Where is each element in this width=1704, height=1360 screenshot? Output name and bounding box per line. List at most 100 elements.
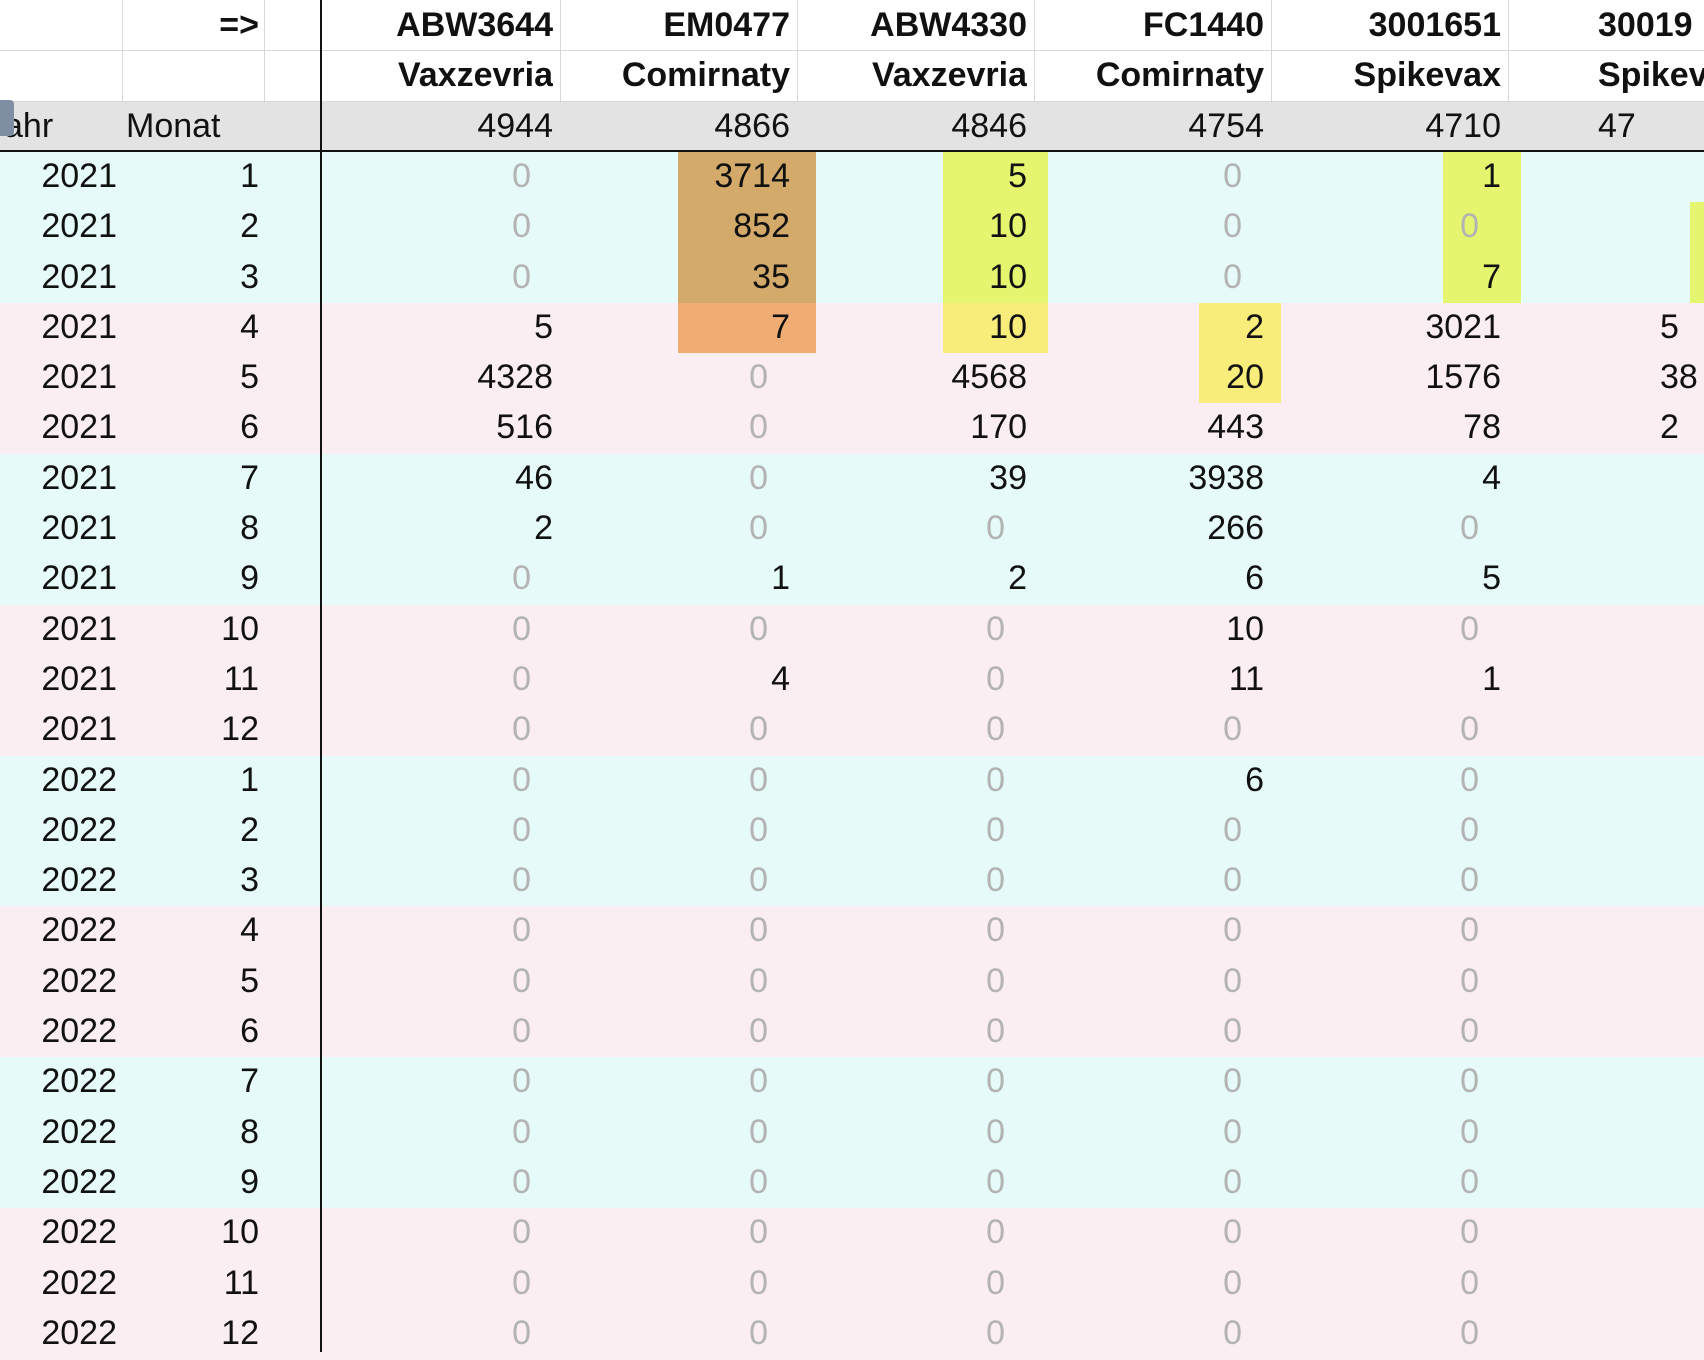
- value-cell[interactable]: 1: [771, 559, 790, 598]
- vaccine-header[interactable]: Spikev: [1598, 56, 1704, 95]
- value-cell[interactable]: 0: [512, 207, 531, 246]
- year-cell[interactable]: 2021: [41, 408, 117, 447]
- batch-header[interactable]: ABW4330: [870, 6, 1027, 44]
- value-cell[interactable]: 5: [1008, 156, 1027, 195]
- value-cell[interactable]: 3714: [714, 156, 790, 195]
- value-cell[interactable]: 0: [986, 1213, 1005, 1252]
- value-cell[interactable]: 10: [989, 257, 1027, 296]
- year-cell[interactable]: 2021: [41, 509, 117, 547]
- month-cell[interactable]: 4: [240, 307, 259, 346]
- vaccine-header[interactable]: Vaxzevria: [397, 56, 553, 95]
- batch-total[interactable]: 4710: [1425, 106, 1501, 145]
- value-cell[interactable]: 0: [986, 659, 1005, 698]
- month-cell[interactable]: 3: [240, 861, 259, 900]
- value-cell[interactable]: 0: [512, 760, 531, 799]
- value-cell[interactable]: 0: [986, 760, 1005, 799]
- value-cell[interactable]: 0: [749, 1213, 768, 1252]
- month-cell[interactable]: 11: [223, 1263, 259, 1302]
- value-cell[interactable]: 39: [989, 458, 1027, 497]
- value-cell[interactable]: 0: [986, 1162, 1005, 1201]
- value-cell[interactable]: 0: [1460, 710, 1479, 749]
- year-cell[interactable]: 2022: [41, 1162, 117, 1201]
- batch-header[interactable]: EM0477: [663, 6, 790, 44]
- year-cell[interactable]: 2021: [41, 710, 117, 749]
- month-cell[interactable]: 12: [221, 710, 259, 749]
- value-cell[interactable]: 0: [512, 1263, 531, 1302]
- value-cell[interactable]: 0: [986, 810, 1005, 849]
- value-cell[interactable]: 0: [512, 156, 531, 195]
- month-cell[interactable]: 6: [240, 408, 259, 447]
- month-cell[interactable]: 6: [240, 1012, 259, 1050]
- value-cell[interactable]: 0: [1460, 1213, 1479, 1252]
- value-cell[interactable]: 38: [1660, 358, 1698, 397]
- year-cell[interactable]: 2022: [41, 1213, 117, 1252]
- value-cell[interactable]: 0: [1460, 1062, 1479, 1101]
- year-cell[interactable]: 2022: [41, 760, 117, 799]
- value-cell[interactable]: 0: [986, 710, 1005, 749]
- value-cell[interactable]: 0: [749, 961, 768, 1000]
- value-cell[interactable]: 6: [1245, 559, 1264, 598]
- value-cell[interactable]: 3938: [1188, 458, 1264, 497]
- year-cell[interactable]: 2022: [41, 1263, 117, 1302]
- value-cell[interactable]: 10: [1226, 609, 1264, 648]
- value-cell[interactable]: 0: [986, 609, 1005, 648]
- value-cell[interactable]: 78: [1463, 408, 1501, 447]
- value-cell[interactable]: 852: [733, 207, 790, 246]
- batch-total[interactable]: 47: [1598, 106, 1636, 145]
- value-cell[interactable]: 5: [534, 307, 553, 346]
- value-cell[interactable]: 0: [986, 509, 1005, 547]
- value-cell[interactable]: 0: [1460, 509, 1479, 547]
- batch-total[interactable]: 4944: [477, 106, 553, 145]
- value-cell[interactable]: 0: [1460, 1162, 1479, 1201]
- value-cell[interactable]: 5: [1660, 307, 1679, 346]
- month-column-header[interactable]: Monat: [126, 106, 221, 145]
- month-cell[interactable]: 2: [240, 810, 259, 849]
- value-cell[interactable]: 0: [1223, 1313, 1242, 1352]
- value-cell[interactable]: 0: [512, 911, 531, 950]
- month-cell[interactable]: 11: [223, 659, 259, 698]
- year-cell[interactable]: 2022: [41, 1012, 117, 1050]
- value-cell[interactable]: 0: [1460, 760, 1479, 799]
- value-cell[interactable]: 0: [1460, 1263, 1479, 1302]
- year-cell[interactable]: 2022: [41, 861, 117, 900]
- month-cell[interactable]: 8: [240, 509, 259, 547]
- month-cell[interactable]: 4: [240, 911, 259, 950]
- month-cell[interactable]: 10: [221, 1213, 259, 1252]
- month-cell[interactable]: 1: [240, 156, 259, 195]
- value-cell[interactable]: 0: [1223, 1213, 1242, 1252]
- value-cell[interactable]: 2: [1660, 408, 1679, 447]
- value-cell[interactable]: 6: [1245, 760, 1264, 799]
- month-cell[interactable]: 7: [240, 1062, 259, 1101]
- value-cell[interactable]: 0: [749, 760, 768, 799]
- value-cell[interactable]: 0: [986, 911, 1005, 950]
- value-cell[interactable]: 0: [512, 1112, 531, 1151]
- value-cell[interactable]: 0: [749, 911, 768, 950]
- month-cell[interactable]: 1: [240, 760, 259, 799]
- value-cell[interactable]: 0: [986, 1313, 1005, 1352]
- value-cell[interactable]: 0: [512, 1162, 531, 1201]
- value-cell[interactable]: 1: [1482, 156, 1501, 195]
- value-cell[interactable]: 1: [1482, 659, 1501, 698]
- value-cell[interactable]: 0: [749, 1012, 768, 1050]
- value-cell[interactable]: 0: [1223, 1062, 1242, 1101]
- value-cell[interactable]: 0: [1460, 207, 1479, 246]
- value-cell[interactable]: 0: [512, 710, 531, 749]
- vaccine-header[interactable]: Comirnaty: [1095, 56, 1264, 95]
- value-cell[interactable]: 170: [970, 408, 1027, 447]
- value-cell[interactable]: 35: [752, 257, 790, 296]
- value-cell[interactable]: 0: [1223, 861, 1242, 900]
- year-cell[interactable]: 2021: [41, 458, 117, 497]
- value-cell[interactable]: 0: [1223, 207, 1242, 246]
- value-cell[interactable]: 4: [1482, 458, 1501, 497]
- year-cell[interactable]: 2022: [41, 1313, 117, 1352]
- value-cell[interactable]: 46: [515, 458, 553, 497]
- month-cell[interactable]: 3: [240, 257, 259, 296]
- value-cell[interactable]: 0: [512, 559, 531, 598]
- value-cell[interactable]: 0: [986, 1112, 1005, 1151]
- value-cell[interactable]: 0: [1460, 609, 1479, 648]
- month-cell[interactable]: 5: [240, 961, 259, 1000]
- value-cell[interactable]: 0: [1223, 1162, 1242, 1201]
- value-cell[interactable]: 0: [1223, 911, 1242, 950]
- month-cell[interactable]: 12: [221, 1313, 259, 1352]
